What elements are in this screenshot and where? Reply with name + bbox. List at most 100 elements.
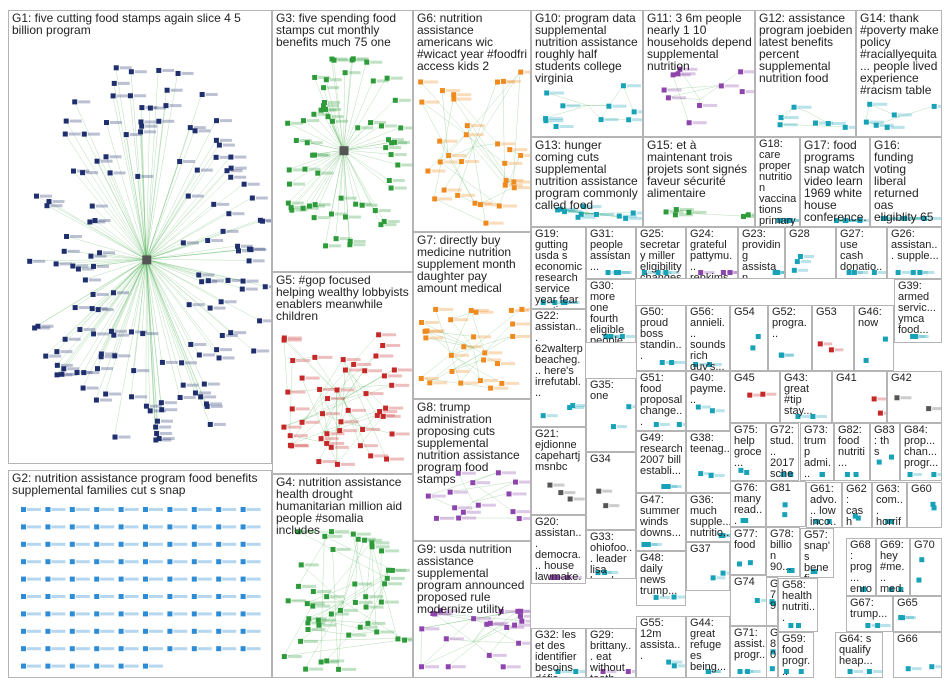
node xyxy=(425,493,431,499)
edge xyxy=(343,142,392,151)
node-label xyxy=(383,410,398,414)
node-label xyxy=(124,542,139,546)
node xyxy=(186,302,192,308)
node xyxy=(219,333,225,339)
node xyxy=(738,467,744,473)
group-panel-g69: G69: hey #me... med... xyxy=(876,538,910,596)
group-network-g45 xyxy=(747,391,777,398)
node xyxy=(180,240,186,246)
node xyxy=(437,159,443,165)
node xyxy=(321,100,327,106)
node xyxy=(226,211,232,217)
edge xyxy=(146,259,202,282)
node-label xyxy=(848,125,855,129)
node xyxy=(645,542,651,547)
node-label xyxy=(334,445,349,449)
edge xyxy=(302,150,344,208)
node-label xyxy=(149,508,163,511)
node xyxy=(395,636,401,642)
node xyxy=(760,391,766,397)
node xyxy=(323,77,329,83)
edge xyxy=(343,150,375,211)
node xyxy=(89,203,95,209)
edge xyxy=(453,94,498,144)
edge xyxy=(63,259,147,369)
node xyxy=(331,57,337,63)
edge xyxy=(146,259,228,281)
node xyxy=(118,594,124,599)
node-label xyxy=(606,670,617,673)
node-label xyxy=(118,354,131,358)
node xyxy=(94,594,100,599)
edge xyxy=(289,360,293,436)
node-label xyxy=(608,571,619,574)
edge xyxy=(427,472,498,496)
node-label xyxy=(246,542,261,546)
group-panel-g55: G55: 12m assista... xyxy=(636,616,686,678)
node-label xyxy=(800,260,812,264)
node xyxy=(337,607,343,613)
group-title: G32: les et des identifier besoins défis… xyxy=(535,629,577,678)
node-label xyxy=(246,508,261,511)
node xyxy=(298,562,304,568)
group-title: G46: now xyxy=(858,306,882,329)
node-label xyxy=(310,141,323,145)
node-label xyxy=(266,219,271,223)
node xyxy=(287,433,293,439)
node xyxy=(391,139,397,145)
node xyxy=(913,334,919,339)
edge xyxy=(300,564,344,603)
node xyxy=(653,422,659,427)
node-label xyxy=(219,155,232,159)
node-label xyxy=(401,637,412,641)
node-label xyxy=(937,104,941,108)
node xyxy=(810,414,816,419)
node xyxy=(103,391,109,397)
node xyxy=(778,115,784,121)
node xyxy=(346,632,352,638)
node xyxy=(389,431,395,437)
node-label xyxy=(602,489,613,493)
node xyxy=(847,669,853,674)
node-label xyxy=(852,271,863,274)
node xyxy=(484,621,490,627)
group-title: G8: trump administration proposing cuts … xyxy=(417,400,520,486)
node-label xyxy=(75,560,90,564)
node-label xyxy=(292,182,305,186)
node xyxy=(432,196,438,202)
node xyxy=(324,658,330,664)
node-label xyxy=(200,168,213,172)
node xyxy=(336,666,342,672)
node-label xyxy=(461,193,476,197)
node-label xyxy=(363,444,378,448)
node xyxy=(300,205,306,211)
group-panel-g77: G77: food xyxy=(730,527,766,575)
node-label xyxy=(493,621,508,625)
node xyxy=(285,120,291,126)
edge xyxy=(429,352,485,383)
edge xyxy=(112,95,147,260)
group-panel-g36: G36: much supple... nutritio... xyxy=(686,493,736,542)
node-label xyxy=(27,612,41,616)
node-label xyxy=(379,354,394,358)
node xyxy=(345,407,351,413)
node xyxy=(910,334,916,339)
node-label xyxy=(380,413,395,417)
node xyxy=(143,646,148,652)
node-label xyxy=(389,146,402,150)
node xyxy=(330,546,336,552)
node-label xyxy=(704,271,715,274)
node-label xyxy=(340,462,355,466)
node xyxy=(147,408,153,414)
node-label xyxy=(322,623,337,627)
edge xyxy=(89,221,147,260)
group-title: G9: usda nutrition assistance supplement… xyxy=(417,542,525,616)
node-label xyxy=(67,249,80,253)
group-title: G64: s qualify heap... xyxy=(839,633,873,667)
node xyxy=(179,360,185,366)
node-label xyxy=(430,329,445,333)
group-title: G76: many read... xyxy=(734,482,763,527)
node xyxy=(677,66,683,72)
edge xyxy=(434,308,461,383)
node-label xyxy=(524,70,530,74)
